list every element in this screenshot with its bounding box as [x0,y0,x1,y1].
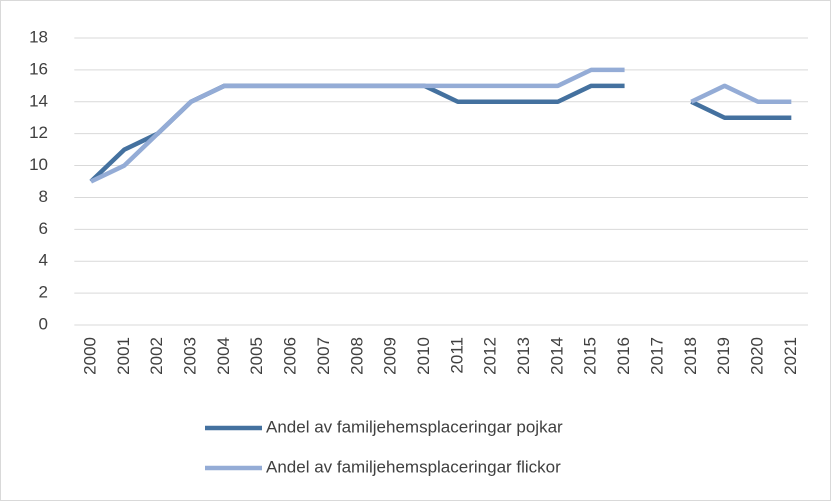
x-tick-label: 2007 [314,337,333,375]
x-tick-label: 2012 [481,337,500,375]
x-tick-label: 2009 [381,337,400,375]
x-tick-label: 2018 [681,337,700,375]
y-tick-label: 0 [39,314,48,333]
legend-label: Andel av familjehemsplaceringar flickor [266,457,561,476]
x-tick-label: 2002 [147,337,166,375]
x-tick-label: 2010 [414,337,433,375]
y-tick-label: 6 [39,219,48,238]
legend-label: Andel av familjehemsplaceringar pojkar [266,417,563,436]
x-tick-label: 2008 [347,337,366,375]
x-tick-label: 2019 [714,337,733,375]
x-tick-label: 2011 [447,337,466,374]
y-tick-label: 8 [39,187,48,206]
y-tick-label: 4 [39,251,48,270]
x-tick-label: 2003 [181,337,200,375]
y-tick-label: 2 [39,283,48,302]
x-tick-label: 2017 [647,337,666,375]
y-tick-label: 14 [29,91,48,110]
x-tick-label: 2015 [581,337,600,375]
y-tick-label: 16 [29,59,48,78]
x-tick-label: 2005 [247,337,266,375]
x-tick-label: 2021 [781,337,800,375]
series-line [90,67,792,184]
x-tick-label: 2016 [614,337,633,375]
y-tick-label: 12 [29,123,48,142]
y-tick-label: 10 [29,155,48,174]
x-tick-label: 2006 [281,337,300,375]
x-tick-label: 2001 [114,337,133,375]
x-tick-label: 2013 [514,337,533,375]
x-tick-label: 2004 [214,337,233,375]
x-tick-label: 2014 [547,337,566,375]
y-tick-label: 18 [29,27,48,46]
x-tick-label: 2000 [80,337,99,375]
x-tick-label: 2020 [747,337,766,375]
